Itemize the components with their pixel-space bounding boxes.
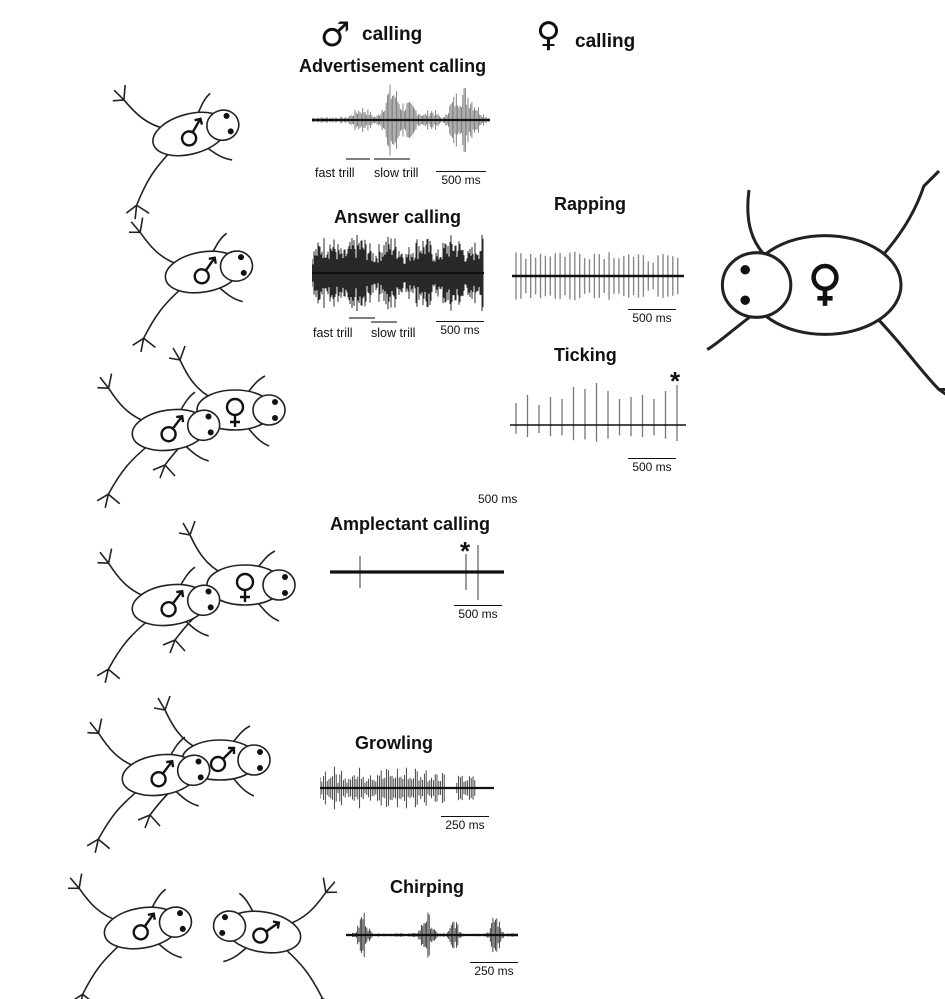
- scale-bar: 250 ms: [470, 962, 518, 978]
- male-calling-label: calling: [362, 24, 423, 45]
- female-frog-rapping-illustration: [706, 169, 945, 396]
- scale-bar-label: 500 ms: [632, 311, 672, 325]
- asterisk-marker: *: [670, 366, 681, 396]
- male-symbol-icon: ♂: [320, 15, 351, 55]
- male-pair-growling-illustration: [86, 695, 271, 853]
- scale-bar: 500 ms: [436, 321, 484, 337]
- amplectant-calling-title: Amplectant calling: [330, 514, 491, 534]
- scale-bar-label: 500 ms: [440, 323, 480, 337]
- growling-waveform: [320, 766, 494, 810]
- trill-brackets: [346, 158, 410, 160]
- trill-brackets: [349, 317, 397, 323]
- scale-bar-label: 250 ms: [445, 818, 485, 832]
- female-calling-label: calling: [575, 31, 636, 52]
- amplectant-calling-waveform: [330, 545, 504, 600]
- ticking-waveform: [510, 383, 686, 442]
- fast-trill-label: fast trill: [315, 166, 355, 180]
- slow-trill-label: slow trill: [371, 326, 416, 340]
- rapping-waveform: [512, 251, 684, 301]
- scale-bar-label: 250 ms: [474, 964, 514, 978]
- scale-bar: 500 ms: [628, 309, 676, 325]
- amplexus-pair-illustration: [96, 345, 286, 508]
- chirping-waveform: [346, 912, 518, 958]
- scale-bar: 250 ms: [441, 816, 489, 832]
- scale-bar-label: 500 ms: [458, 607, 498, 621]
- rapping-title: Rapping: [554, 194, 626, 214]
- fast-trill-label: fast trill: [313, 326, 353, 340]
- slow-trill-label: slow trill: [374, 166, 419, 180]
- scale-bar-label: 500 ms: [441, 173, 481, 187]
- male-frog-chirping-illustration: [67, 873, 193, 999]
- growling-title: Growling: [355, 733, 433, 753]
- answer-calling-title: Answer calling: [334, 207, 462, 227]
- male-frog-answer-illustration: [128, 217, 254, 353]
- male-frog-chirping-illustration: [212, 877, 338, 999]
- asterisk-marker: *: [460, 536, 471, 566]
- stray-scale-label: 500 ms: [478, 492, 518, 506]
- scale-bar: 500 ms: [436, 171, 486, 187]
- scale-bar: 500 ms: [454, 605, 502, 621]
- amplexus-pair-calling-illustration: [96, 520, 296, 683]
- scale-bar-label: 500 ms: [632, 460, 672, 474]
- chirping-title: Chirping: [390, 877, 464, 897]
- scale-bar: 500 ms: [628, 458, 676, 474]
- female-symbol-icon: ♀: [536, 15, 561, 55]
- male-frog-advertisement-illustration: [112, 85, 240, 220]
- answer-calling-waveform: [312, 234, 484, 312]
- advertisement-calling-title: Advertisement calling: [299, 56, 487, 76]
- ticking-title: Ticking: [554, 345, 617, 365]
- advertisement-calling-waveform: [312, 84, 490, 156]
